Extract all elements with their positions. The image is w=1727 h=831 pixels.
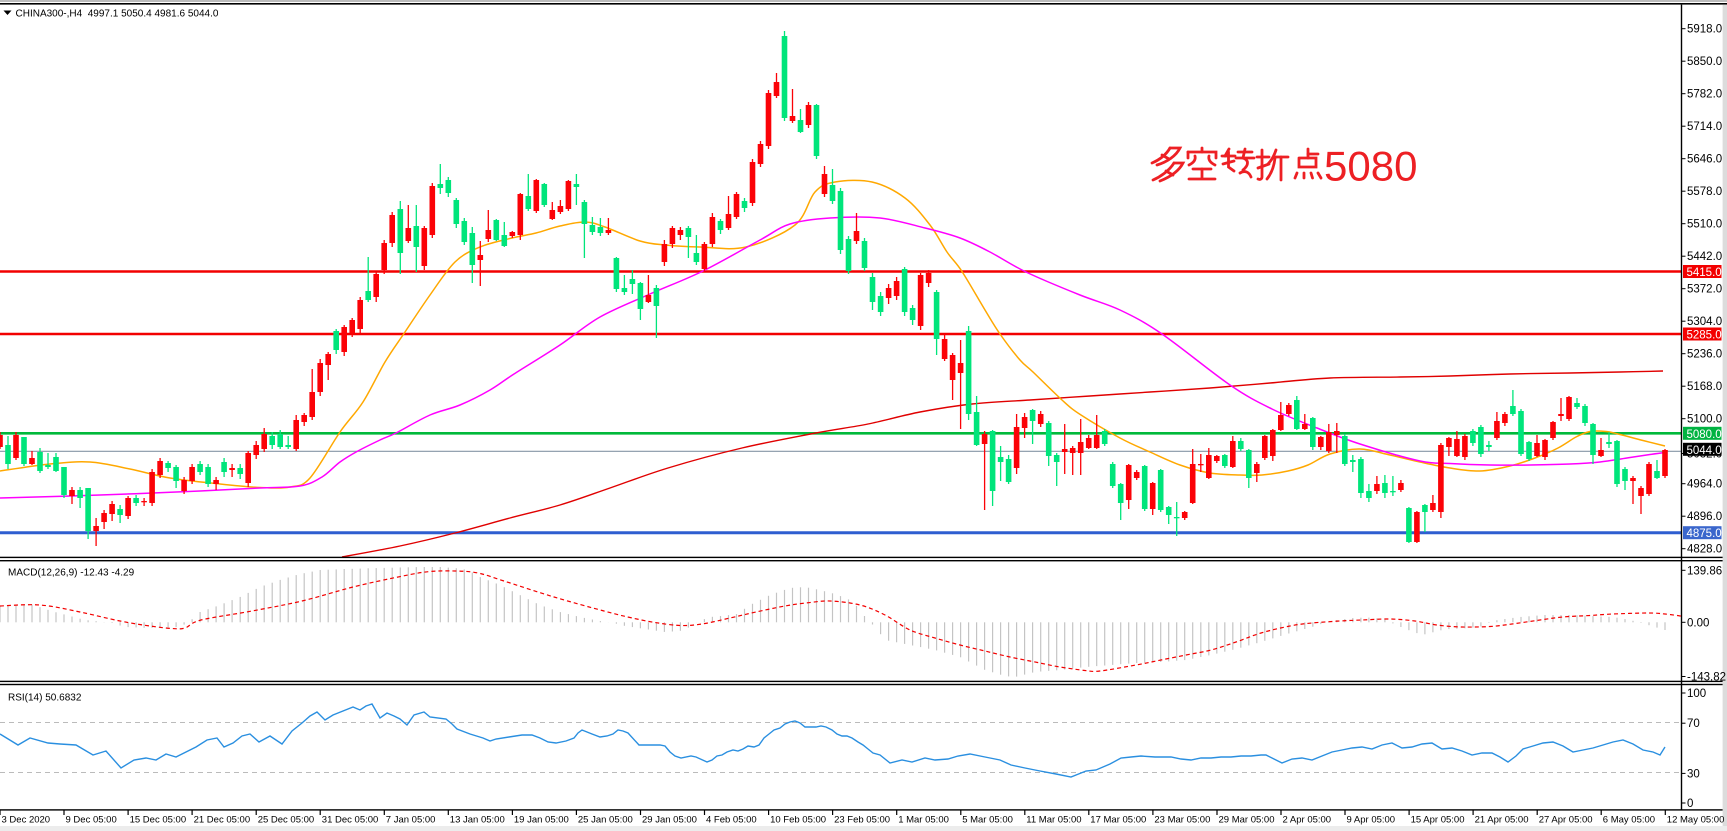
svg-text:RSI(14) 50.6832: RSI(14) 50.6832 (8, 693, 82, 704)
svg-text:0: 0 (1687, 798, 1693, 810)
svg-text:15 Dec 05:00: 15 Dec 05:00 (130, 815, 187, 826)
svg-text:5044.0: 5044.0 (1687, 445, 1722, 457)
svg-text:5285.0: 5285.0 (1687, 330, 1722, 342)
svg-text:5714.0: 5714.0 (1687, 121, 1722, 133)
svg-text:0.00: 0.00 (1687, 617, 1709, 629)
svg-text:5782.0: 5782.0 (1687, 89, 1722, 101)
svg-text:5080: 5080 (1324, 143, 1417, 190)
svg-text:9 Apr 05:00: 9 Apr 05:00 (1347, 815, 1396, 826)
svg-text:5 Mar 05:00: 5 Mar 05:00 (962, 815, 1013, 826)
svg-text:5236.0: 5236.0 (1687, 349, 1722, 361)
svg-text:21 Dec 05:00: 21 Dec 05:00 (194, 815, 251, 826)
svg-text:4828.0: 4828.0 (1687, 544, 1722, 556)
svg-text:5442.0: 5442.0 (1687, 251, 1722, 263)
svg-text:5415.0: 5415.0 (1687, 267, 1722, 279)
svg-text:5304.0: 5304.0 (1687, 316, 1722, 328)
svg-text:11 Mar 05:00: 11 Mar 05:00 (1026, 815, 1081, 826)
svg-text:100: 100 (1687, 688, 1706, 700)
svg-text:23 Mar 05:00: 23 Mar 05:00 (1154, 815, 1210, 826)
svg-text:10 Feb 05:00: 10 Feb 05:00 (770, 815, 826, 826)
svg-text:5372.0: 5372.0 (1687, 284, 1722, 296)
svg-text:21 Apr 05:00: 21 Apr 05:00 (1475, 815, 1529, 826)
svg-text:2 Apr 05:00: 2 Apr 05:00 (1283, 815, 1332, 826)
svg-text:5578.0: 5578.0 (1687, 186, 1722, 198)
svg-text:139.86: 139.86 (1687, 565, 1722, 577)
svg-text:27 Apr 05:00: 27 Apr 05:00 (1539, 815, 1593, 826)
svg-text:5850.0: 5850.0 (1687, 56, 1722, 68)
svg-text:29 Jan 05:00: 29 Jan 05:00 (642, 815, 697, 826)
svg-text:5918.0: 5918.0 (1687, 24, 1722, 36)
svg-text:CHINA300-,H4 4997.1 5050.4 49: CHINA300-,H4 4997.1 5050.4 4981.6 5044.0 (16, 9, 219, 20)
svg-text:4896.0: 4896.0 (1687, 511, 1722, 523)
svg-text:6 May 05:00: 6 May 05:00 (1603, 815, 1655, 826)
svg-text:5100.0: 5100.0 (1687, 414, 1722, 426)
svg-text:3 Dec 2020: 3 Dec 2020 (2, 815, 51, 826)
svg-text:30: 30 (1687, 768, 1700, 780)
svg-text:1 Mar 05:00: 1 Mar 05:00 (898, 815, 949, 826)
svg-text:MACD(12,26,9) -12.43 -4.29: MACD(12,26,9) -12.43 -4.29 (8, 568, 135, 579)
svg-text:23 Feb 05:00: 23 Feb 05:00 (834, 815, 890, 826)
svg-text:15 Apr 05:00: 15 Apr 05:00 (1411, 815, 1465, 826)
svg-text:9 Dec 05:00: 9 Dec 05:00 (66, 815, 117, 826)
svg-text:19 Jan 05:00: 19 Jan 05:00 (514, 815, 569, 826)
svg-text:17 Mar 05:00: 17 Mar 05:00 (1090, 815, 1146, 826)
svg-text:29 Mar 05:00: 29 Mar 05:00 (1219, 815, 1275, 826)
svg-text:4964.0: 4964.0 (1687, 479, 1722, 491)
svg-text:70: 70 (1687, 718, 1700, 730)
svg-text:31 Dec 05:00: 31 Dec 05:00 (322, 815, 379, 826)
svg-text:25 Dec 05:00: 25 Dec 05:00 (258, 815, 315, 826)
svg-text:25 Jan 05:00: 25 Jan 05:00 (578, 815, 633, 826)
svg-text:4 Feb 05:00: 4 Feb 05:00 (706, 815, 757, 826)
svg-text:13 Jan 05:00: 13 Jan 05:00 (450, 815, 505, 826)
svg-text:5080.0: 5080.0 (1687, 429, 1722, 441)
svg-text:5168.0: 5168.0 (1687, 381, 1722, 393)
svg-text:7 Jan 05:00: 7 Jan 05:00 (386, 815, 436, 826)
svg-text:4875.0: 4875.0 (1687, 528, 1722, 540)
svg-text:5646.0: 5646.0 (1687, 154, 1722, 166)
svg-text:5510.0: 5510.0 (1687, 219, 1722, 231)
svg-text:12 May 05:00: 12 May 05:00 (1667, 815, 1725, 826)
svg-text:-143.82: -143.82 (1687, 672, 1726, 684)
